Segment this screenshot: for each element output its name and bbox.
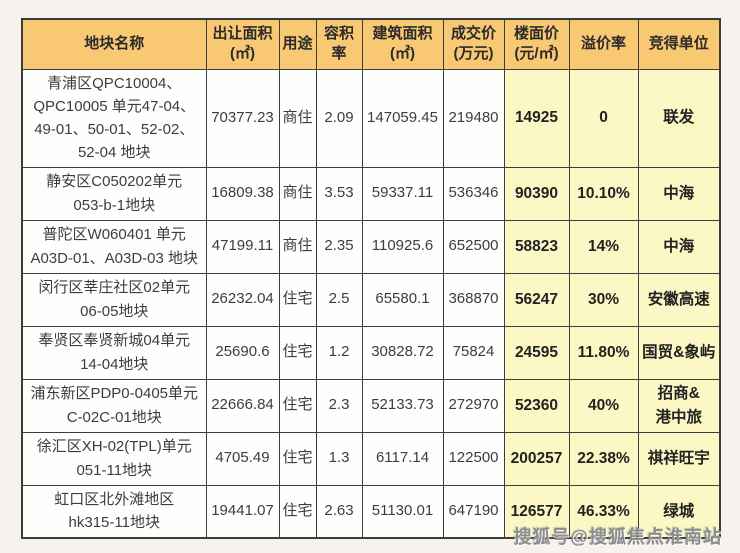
cell-price: 647190 (442, 484, 505, 539)
table-row: 静安区C050202单元 053-b-1地块 16809.38 商住 3.53 5933… (21, 166, 721, 221)
cell-build: 52133.73 (361, 378, 444, 433)
table-row: 徐汇区XH-02(TPL)单元 051-11地块 4705.49 住宅 1.3 6117… (21, 431, 721, 486)
cell-far: 2.63 (315, 484, 363, 539)
header-cell-name: 地块名称 (21, 18, 207, 70)
cell-floor: 14925 (503, 68, 570, 168)
cell-area: 19441.07 (205, 484, 280, 539)
table-row: 虹口区北外滩地区 hk315-11地块 19441.07 住宅 2.63 51130.0… (21, 484, 721, 539)
header-cell-price: 成交价 (万元) (442, 18, 505, 70)
cell-floor: 24595 (503, 325, 570, 380)
cell-area: 47199.11 (205, 219, 280, 274)
cell-far: 3.53 (315, 166, 363, 221)
cell-premium: 14% (568, 219, 639, 274)
cell-floor: 52360 (503, 378, 570, 433)
cell-price: 75824 (442, 325, 505, 380)
cell-name: 奉贤区奉贤新城04单元 14-04地块 (21, 325, 207, 380)
cell-use: 商住 (278, 166, 317, 221)
cell-floor: 56247 (503, 272, 570, 327)
cell-premium: 46.33% (568, 484, 639, 539)
cell-winner: 安徽高速 (637, 272, 721, 327)
cell-use: 住宅 (278, 484, 317, 539)
cell-area: 26232.04 (205, 272, 280, 327)
cell-area: 22666.84 (205, 378, 280, 433)
table-body: 青浦区QPC10004、 QPC10005 单元47-04、 49-01、50-… (21, 68, 721, 539)
cell-build: 51130.01 (361, 484, 444, 539)
cell-area: 70377.23 (205, 68, 280, 168)
table-row: 青浦区QPC10004、 QPC10005 单元47-04、 49-01、50-… (21, 68, 721, 168)
cell-use: 住宅 (278, 431, 317, 486)
cell-build: 65580.1 (361, 272, 444, 327)
cell-name: 浦东新区PDP0-0405单元 C-02C-01地块 (21, 378, 207, 433)
cell-name: 静安区C050202单元 053-b-1地块 (21, 166, 207, 221)
cell-premium: 0 (568, 68, 639, 168)
header-cell-build: 建筑面积 (㎡) (361, 18, 444, 70)
table-row: 普陀区W060401 单元 A03D-01、A03D-03 地块 47199.11… (21, 219, 721, 274)
header-cell-area: 出让面积 (㎡) (205, 18, 280, 70)
cell-far: 2.09 (315, 68, 363, 168)
cell-floor: 200257 (503, 431, 570, 486)
cell-floor: 58823 (503, 219, 570, 274)
cell-name: 徐汇区XH-02(TPL)单元 051-11地块 (21, 431, 207, 486)
cell-build: 6117.14 (361, 431, 444, 486)
watermark-text: 搜狐号@搜狐焦点淮南站 (513, 527, 722, 547)
cell-far: 1.3 (315, 431, 363, 486)
table-row: 奉贤区奉贤新城04单元 14-04地块 25690.6 住宅 1.2 30828.72 7… (21, 325, 721, 380)
header-cell-use: 用途 (278, 18, 317, 70)
cell-far: 2.5 (315, 272, 363, 327)
cell-price: 536346 (442, 166, 505, 221)
cell-name: 普陀区W060401 单元 A03D-01、A03D-03 地块 (21, 219, 207, 274)
cell-floor: 90390 (503, 166, 570, 221)
cell-premium: 40% (568, 378, 639, 433)
cell-winner: 中海 (637, 219, 721, 274)
cell-price: 219480 (442, 68, 505, 168)
cell-far: 2.3 (315, 378, 363, 433)
table-row: 浦东新区PDP0-0405单元 C-02C-01地块 22666.84 住宅 2.3 5… (21, 378, 721, 433)
cell-name: 闵行区莘庄社区02单元 06-05地块 (21, 272, 207, 327)
cell-build: 110925.6 (361, 219, 444, 274)
cell-build: 147059.45 (361, 68, 444, 168)
cell-winner: 国贸&象屿 (637, 325, 721, 380)
cell-area: 25690.6 (205, 325, 280, 380)
cell-name: 青浦区QPC10004、 QPC10005 单元47-04、 49-01、50-… (21, 68, 207, 168)
cell-winner: 祺祥旺宇 (637, 431, 721, 486)
cell-premium: 11.80% (568, 325, 639, 380)
cell-premium: 22.38% (568, 431, 639, 486)
cell-name: 虹口区北外滩地区 hk315-11地块 (21, 484, 207, 539)
cell-winner: 绿城 (637, 484, 721, 539)
header-cell-premium: 溢价率 (568, 18, 639, 70)
cell-far: 1.2 (315, 325, 363, 380)
header-cell-far: 容积率 (315, 18, 363, 70)
cell-winner: 联发 (637, 68, 721, 168)
table-header-row: 地块名称 出让面积 (㎡) 用途 容积率 建筑面积 (㎡) 成交价 (万元) 楼… (21, 18, 721, 70)
cell-price: 368870 (442, 272, 505, 327)
cell-premium: 30% (568, 272, 639, 327)
cell-price: 652500 (442, 219, 505, 274)
cell-winner: 招商& 港中旅 (637, 378, 721, 433)
cell-use: 商住 (278, 219, 317, 274)
cell-use: 住宅 (278, 272, 317, 327)
header-cell-floor: 楼面价 (元/㎡) (503, 18, 570, 70)
cell-winner: 中海 (637, 166, 721, 221)
cell-price: 122500 (442, 431, 505, 486)
cell-build: 59337.11 (361, 166, 444, 221)
cell-use: 住宅 (278, 325, 317, 380)
cell-area: 16809.38 (205, 166, 280, 221)
table-row: 闵行区莘庄社区02单元 06-05地块 26232.04 住宅 2.5 65580.1 3… (21, 272, 721, 327)
cell-area: 4705.49 (205, 431, 280, 486)
cell-premium: 10.10% (568, 166, 639, 221)
header-cell-winner: 竞得单位 (637, 18, 721, 70)
cell-use: 住宅 (278, 378, 317, 433)
cell-build: 30828.72 (361, 325, 444, 380)
cell-price: 272970 (442, 378, 505, 433)
cell-use: 商住 (278, 68, 317, 168)
cell-floor: 126577 (503, 484, 570, 539)
cell-far: 2.35 (315, 219, 363, 274)
land-auction-table: 地块名称 出让面积 (㎡) 用途 容积率 建筑面积 (㎡) 成交价 (万元) 楼… (21, 18, 721, 539)
